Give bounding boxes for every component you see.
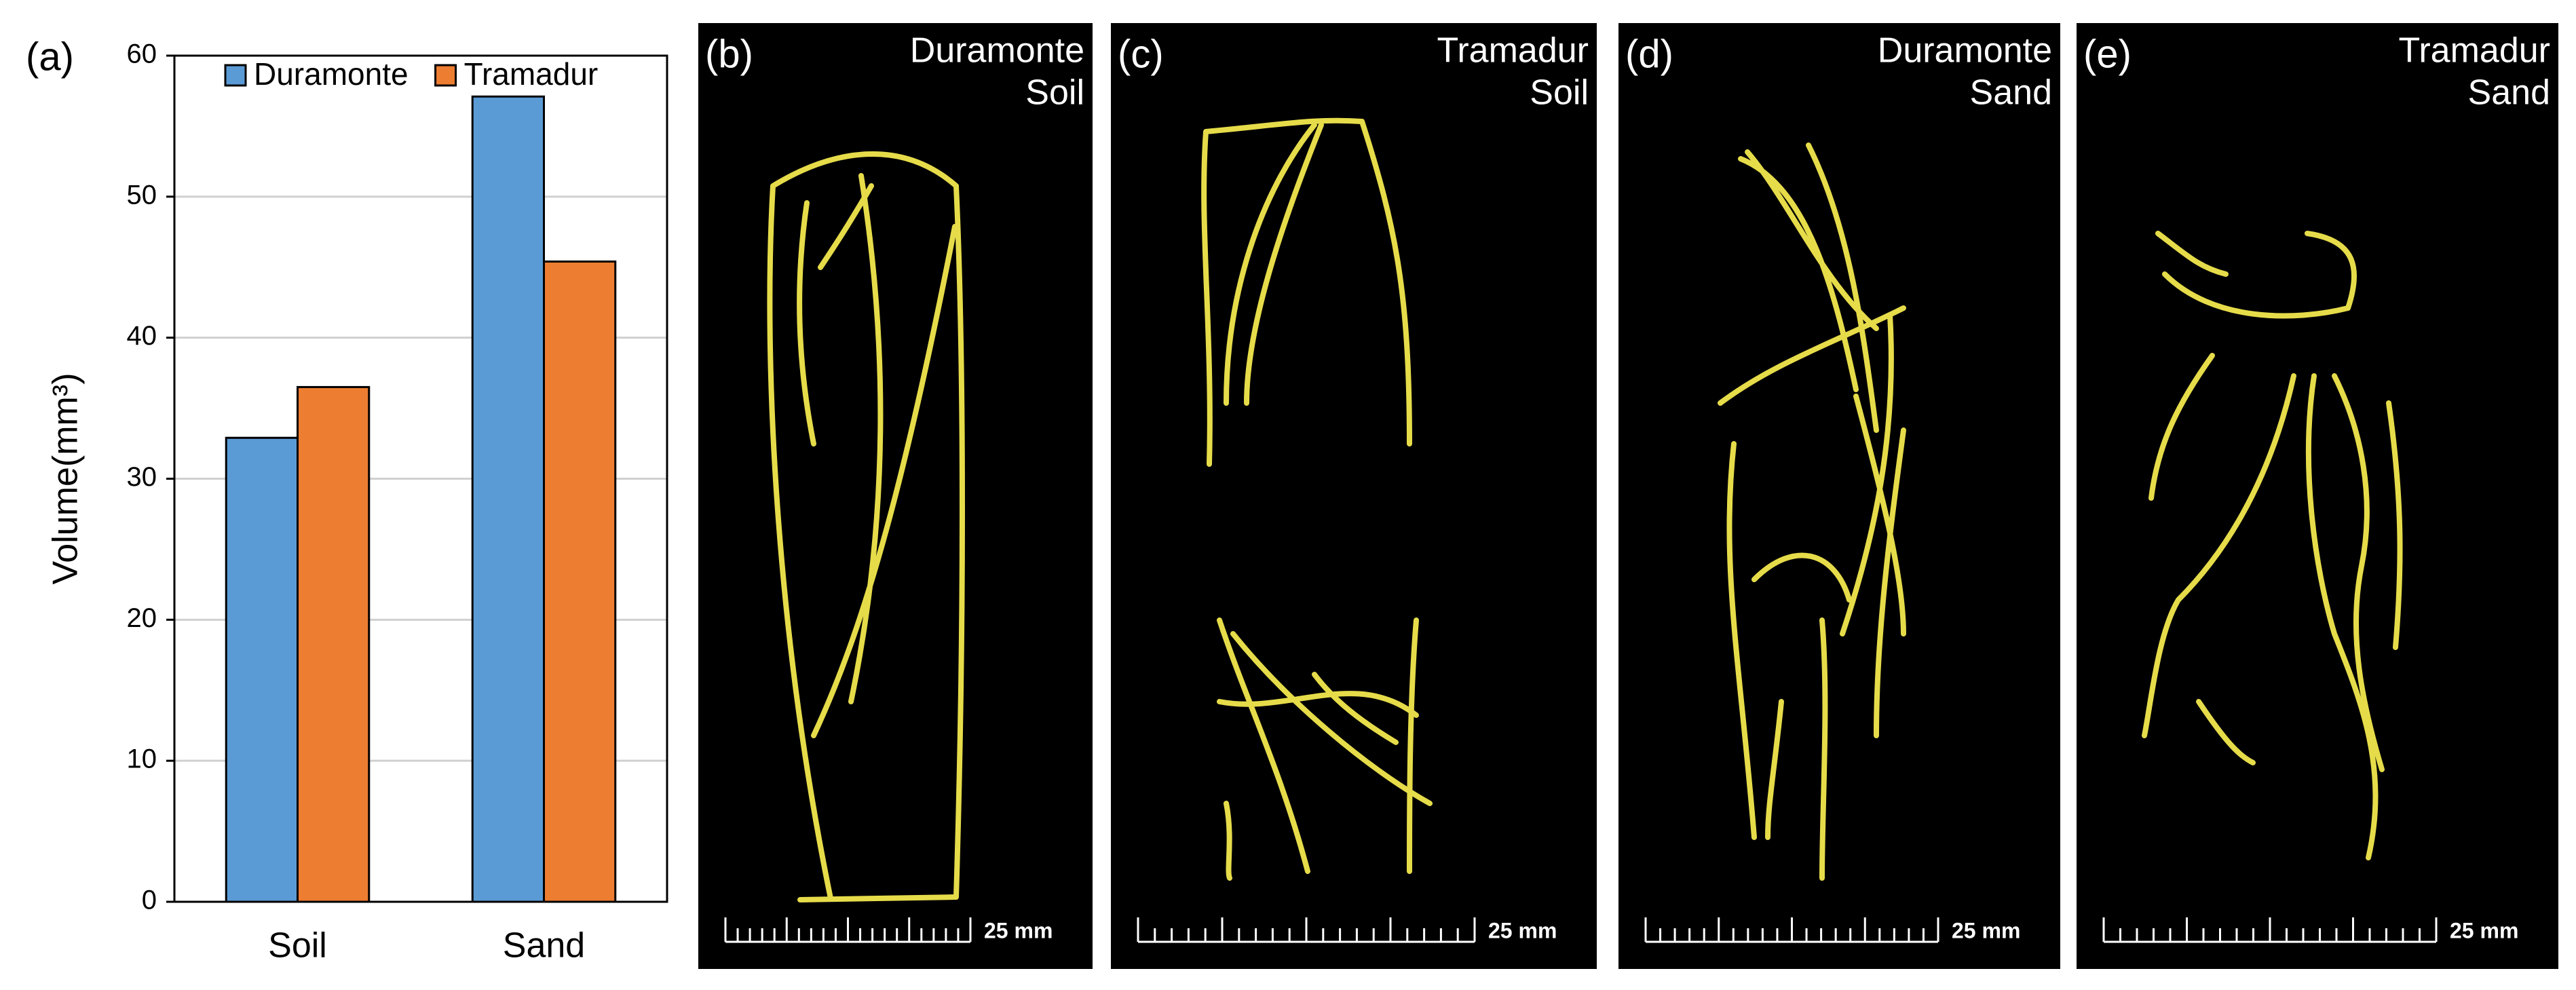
bar — [543, 260, 617, 903]
x-tick-label: Sand — [503, 926, 585, 966]
x-tick-label: Soil — [268, 926, 327, 966]
plot-frame — [173, 54, 668, 903]
panel-label: (a) — [26, 35, 74, 79]
root — [1718, 142, 1906, 881]
root-images — [767, 117, 2403, 902]
panel-label: (e) — [2083, 32, 2132, 76]
panel-medium: Sand — [2468, 73, 2550, 113]
legend-item: Tramadur — [434, 56, 599, 92]
image-panel — [2077, 23, 2558, 969]
bar — [297, 385, 371, 903]
legend-item: Duramonte — [224, 56, 409, 92]
y-tick-label: 10 — [127, 744, 157, 774]
legend-swatch — [224, 64, 247, 87]
bar — [225, 436, 299, 903]
panel-cultivar: Duramonte — [910, 31, 1084, 71]
root-image-e — [2142, 231, 2403, 860]
image-panel — [1111, 23, 1597, 969]
scale-label: 25 mm — [2450, 918, 2518, 943]
root — [2142, 231, 2403, 860]
panel-label: (b) — [705, 32, 753, 76]
legend-label: Tramadur — [464, 56, 599, 92]
y-tick-label: 20 — [127, 603, 157, 633]
panel-cultivar: Duramonte — [1878, 31, 2052, 71]
y-tick-label: 40 — [127, 321, 157, 351]
y-tick-label: 0 — [142, 886, 157, 915]
panel-label: (c) — [1118, 32, 1164, 76]
panel-medium: Soil — [1025, 73, 1084, 113]
scale-label: 25 mm — [984, 918, 1053, 943]
root — [767, 151, 965, 902]
scale-label: 25 mm — [1488, 918, 1557, 943]
root-image-b — [767, 151, 965, 902]
panel-cultivar: Tramadur — [2399, 31, 2550, 71]
panel-medium: Soil — [1530, 73, 1589, 113]
panel-cultivar: Tramadur — [1437, 31, 1589, 71]
bar — [471, 95, 545, 903]
image-panel — [1618, 23, 2060, 969]
y-tick-label: 30 — [127, 462, 157, 492]
root-image-d — [1718, 142, 1906, 881]
legend-swatch — [434, 64, 457, 87]
y-axis-title: Volume(mm³) — [46, 373, 86, 584]
scale-label: 25 mm — [1952, 918, 2020, 943]
y-tick-label: 50 — [127, 180, 157, 210]
legend-label: Duramonte — [254, 56, 409, 92]
root-image-c — [1201, 117, 1433, 881]
panel-label: (d) — [1625, 32, 1673, 76]
root — [1201, 117, 1433, 881]
panel-medium: Sand — [1970, 73, 2052, 113]
y-tick-label: 60 — [127, 39, 157, 69]
